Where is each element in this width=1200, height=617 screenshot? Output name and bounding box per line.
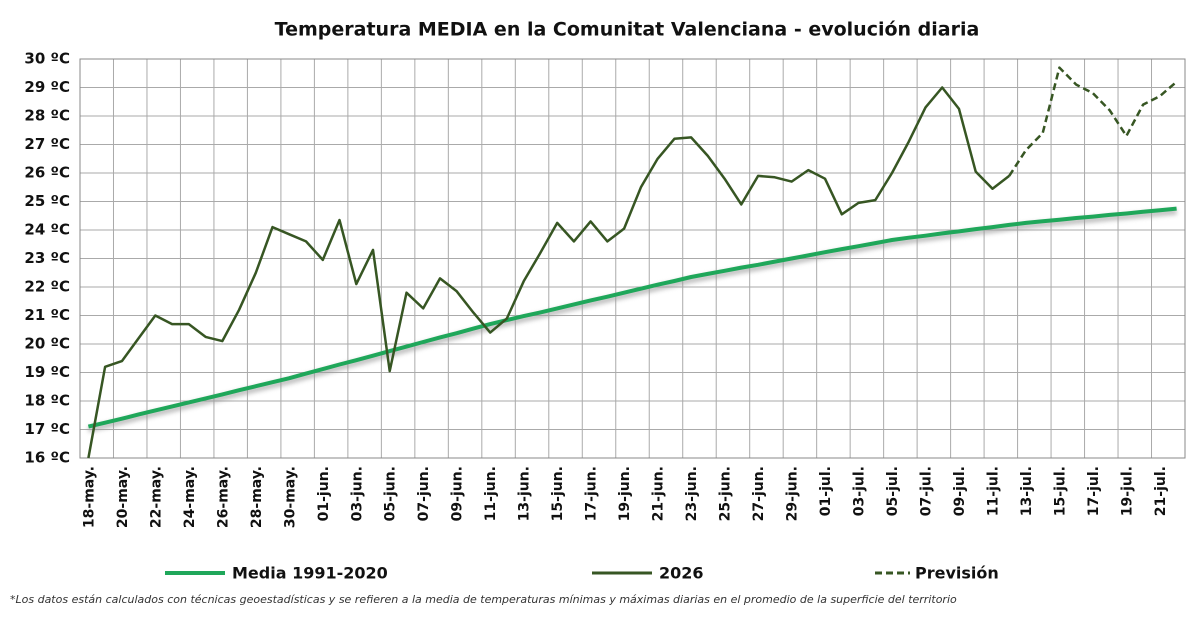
y-tick-label: 19 ºC bbox=[24, 363, 70, 381]
footnote: *Los datos están calculados con técnicas… bbox=[10, 593, 957, 606]
y-tick-label: 28 ºC bbox=[24, 107, 70, 125]
x-tick-label: 15-jul. bbox=[1052, 466, 1068, 516]
line-shadow bbox=[87, 208, 1177, 433]
x-tick-label: 30-may. bbox=[282, 466, 298, 528]
x-tick-label: 17-jun. bbox=[584, 466, 600, 521]
x-tick-label: 18-may. bbox=[81, 466, 97, 528]
y-tick-label: 25 ºC bbox=[24, 192, 70, 210]
x-tick-label: 07-jul. bbox=[918, 466, 934, 516]
y-tick-label: 30 ºC bbox=[24, 50, 70, 68]
x-tick-label: 23-jun. bbox=[684, 466, 700, 521]
y-tick-label: 23 ºC bbox=[24, 249, 70, 267]
y-tick-label: 17 ºC bbox=[24, 420, 70, 438]
x-tick-label: 09-jul. bbox=[952, 466, 968, 516]
x-tick-label: 07-jun. bbox=[416, 466, 432, 521]
x-tick-label: 17-jul. bbox=[1086, 466, 1102, 516]
x-tick-label: 24-may. bbox=[182, 466, 198, 528]
x-tick-label: 03-jul. bbox=[852, 466, 868, 516]
series-line bbox=[1008, 66, 1178, 177]
y-tick-label: 29 ºC bbox=[24, 78, 70, 96]
x-tick-label: 13-jul. bbox=[1019, 466, 1035, 516]
x-tick-label: 19-jun. bbox=[617, 466, 633, 521]
y-tick-label: 27 ºC bbox=[24, 135, 70, 153]
series-line bbox=[87, 206, 1177, 429]
x-tick-label: 27-jun. bbox=[751, 466, 767, 521]
x-tick-label: 03-jun. bbox=[349, 466, 365, 521]
x-tick-label: 22-may. bbox=[148, 466, 164, 528]
series-line bbox=[87, 86, 1010, 459]
y-tick-label: 26 ºC bbox=[24, 164, 70, 182]
x-tick-label: 01-jun. bbox=[316, 466, 332, 521]
x-tick-label: 21-jun. bbox=[651, 466, 667, 521]
x-tick-label: 13-jun. bbox=[517, 466, 533, 521]
legend-label: 2026 bbox=[659, 564, 704, 583]
chart-title: Temperatura MEDIA en la Comunitat Valenc… bbox=[275, 19, 980, 41]
x-tick-label: 15-jun. bbox=[550, 466, 566, 521]
x-tick-label: 21-jul. bbox=[1153, 466, 1169, 516]
x-tick-label: 28-may. bbox=[249, 466, 265, 528]
legend-label: Previsión bbox=[915, 564, 999, 583]
y-tick-label: 21 ºC bbox=[24, 306, 70, 324]
x-tick-label: 29-jun. bbox=[785, 466, 801, 521]
legend-label: Media 1991-2020 bbox=[232, 564, 388, 583]
y-tick-label: 16 ºC bbox=[24, 449, 70, 467]
plot-border bbox=[79, 58, 1186, 459]
x-tick-label: 19-jul. bbox=[1119, 466, 1135, 516]
x-tick-label: 09-jun. bbox=[450, 466, 466, 521]
x-tick-label: 05-jul. bbox=[885, 466, 901, 516]
y-tick-label: 18 ºC bbox=[24, 392, 70, 410]
y-tick-label: 22 ºC bbox=[24, 278, 70, 296]
x-tick-label: 20-may. bbox=[115, 466, 131, 528]
x-tick-label: 11-jul. bbox=[985, 466, 1001, 516]
y-tick-label: 24 ºC bbox=[24, 221, 70, 239]
x-tick-label: 11-jun. bbox=[483, 466, 499, 521]
x-tick-label: 05-jun. bbox=[383, 466, 399, 521]
y-tick-label: 20 ºC bbox=[24, 335, 70, 353]
x-tick-label: 26-may. bbox=[215, 466, 231, 528]
x-tick-label: 25-jun. bbox=[718, 466, 734, 521]
x-tick-label: 01-jul. bbox=[818, 466, 834, 516]
